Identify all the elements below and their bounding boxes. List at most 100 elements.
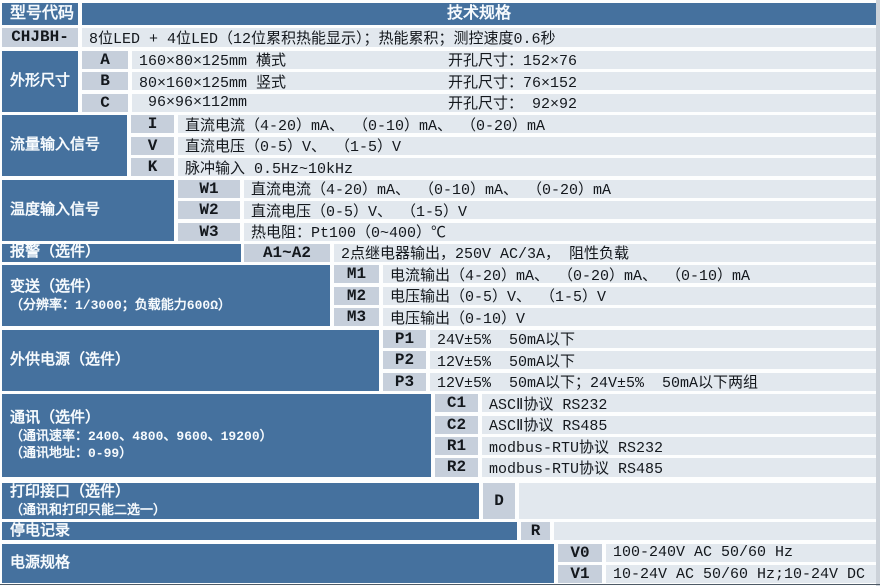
desc-cell-comm-row-2: ASCⅡ协议 RS485 <box>482 415 876 434</box>
desc-comm-row-3-text: modbus-RTU协议 RS232 <box>489 439 664 456</box>
desc-cell-power-fail-record-row-1 <box>554 522 876 541</box>
section-temp-input-label-cell: 温度输入信号 <box>2 179 174 241</box>
section-dimensions-label-line-1: 外形尺寸 <box>10 72 71 90</box>
desc-cell-dimensions-row-2: 80×160×125mm 竖式 开孔尺寸：76×152 <box>132 72 876 91</box>
desc-cell-dimensions-row-3: 96×96×112mm 开孔尺寸： 92×92 <box>132 93 876 112</box>
desc-cell-print-port-row-1 <box>519 482 876 519</box>
header-model-code-cell: 型号代码 <box>2 2 78 25</box>
desc-model-prefix-row-1-text: 8位LED + 4位LED（12位累积热能显示）；热能累积；测控速度0.6秒 <box>89 30 556 48</box>
desc-comm-row-4-text: modbus-RTU协议 RS485 <box>489 460 664 477</box>
code-ext-power-text: P3 <box>394 372 415 391</box>
desc-cell-temp-input-row-2: 直流电压（0-5）V、 （1-5）V <box>244 201 876 220</box>
desc-cell-temp-input-row-1: 直流电流（4-20）mA、 （0-10）mA、 （0-20）mA <box>244 179 876 198</box>
code-cell-M3: M3 <box>334 308 379 327</box>
code-cell-R: R <box>521 522 550 541</box>
code-print-port-text: D <box>494 491 504 510</box>
code-cell-A1-A2: A1~A2 <box>244 243 330 263</box>
desc-temp-input-row-2-text: 直流电压（0-5）V、 （1-5）V <box>251 203 468 220</box>
code-dimensions-text: C <box>100 93 110 112</box>
desc-cell-ext-power-row-3: 12V±5% 50mA以下；24V±5% 50mA以下两组 <box>430 372 876 391</box>
desc-power-spec-row-1-text: 100-240V AC 50/60 Hz <box>613 544 794 562</box>
section-comm-label-line-1: 通讯（选件） <box>10 409 101 427</box>
section-comm-label-cell: 通讯（选件） （通讯速率：2400、4800、9600、19200） （通讯地址：0… <box>2 394 431 477</box>
desc-flow-input-row-1-text: 直流电流（4-20）mA、 （0-10）mA、 （0-20）mA <box>185 117 546 134</box>
desc-transmit-row-1-text: 电流输出（4-20）mA、 （0-20）mA、 （0-10）mA <box>390 267 751 284</box>
desc-dimensions-row-2-hole-size: 开孔尺寸：76×152 <box>448 74 578 91</box>
desc-alarm-row-1-text: 2点继电器输出，250V AC/3A， 阻性负载 <box>341 246 630 263</box>
desc-cell-comm-row-4: modbus-RTU协议 RS485 <box>482 458 876 477</box>
code-transmit-text: M1 <box>346 265 367 284</box>
code-cell-W1: W1 <box>178 179 240 198</box>
desc-dimensions-row-1-text: 160×80×125mm 横式 <box>139 53 287 69</box>
desc-cell-comm-row-1: ASCⅡ协议 RS232 <box>482 394 876 413</box>
desc-comm-row-1-text: ASCⅡ协议 RS232 <box>489 396 608 413</box>
desc-power-spec-row-2-text: 10-24V AC 50/60 Hz;10-24V DC <box>613 565 866 583</box>
code-temp-input-text: W3 <box>199 222 219 241</box>
section-print-port-label-line-2: （通讯和打印只能二选一） <box>10 502 167 518</box>
desc-cell-alarm-row-1: 2点继电器输出，250V AC/3A， 阻性负载 <box>334 243 876 263</box>
code-cell-W2: W2 <box>178 201 240 220</box>
desc-temp-input-row-1-text: 直流电流（4-20）mA、 （0-10）mA、 （0-20）mA <box>251 182 612 198</box>
desc-cell-flow-input-row-1: 直流电流（4-20）mA、 （0-10）mA、 （0-20）mA <box>178 115 876 134</box>
code-comm-text: C2 <box>446 415 467 434</box>
desc-ext-power-row-3-text: 12V±5% 50mA以下；24V±5% 50mA以下两组 <box>437 375 759 391</box>
desc-dimensions-row-3-hole-size: 开孔尺寸： 92×92 <box>448 96 578 112</box>
desc-dimensions-row-3-text: 96×96×112mm <box>139 94 248 112</box>
desc-transmit-row-2-text: 电压输出（0-5）V、 （1-5）V <box>390 289 607 305</box>
table-right-border <box>876 0 880 586</box>
code-cell-B: B <box>82 72 128 91</box>
code-cell-I: I <box>131 115 174 134</box>
desc-cell-power-spec-row-2: 10-24V AC 50/60 Hz;10-24V DC <box>606 565 876 584</box>
code-cell-V1: V1 <box>558 565 602 584</box>
desc-transmit-row-3-text: 电压输出（0-10）V <box>390 310 526 327</box>
code-dimensions-text: A <box>100 50 110 69</box>
code-cell-M1: M1 <box>334 265 379 284</box>
code-cell-K: K <box>131 158 174 177</box>
code-temp-input-text: W1 <box>199 179 219 198</box>
desc-flow-input-row-3-text: 脉冲输入 0.5Hz~10kHz <box>185 160 354 177</box>
code-cell-P1: P1 <box>383 329 426 348</box>
section-model-prefix-label-line-1: CHJBH- <box>11 28 69 47</box>
desc-cell-dimensions-row-1: 160×80×125mm 横式 开孔尺寸：152×76 <box>132 50 876 69</box>
section-comm-label-line-3: （通讯地址：0-99） <box>10 445 133 461</box>
code-transmit-text: M2 <box>346 286 367 305</box>
code-flow-input-text: K <box>147 158 158 177</box>
section-transmit-label-line-2: （分辨率：1/3000；负载能力600Ω） <box>10 297 232 313</box>
section-power-fail-record-label-line-1: 停电记录 <box>10 522 71 540</box>
desc-cell-flow-input-row-3: 脉冲输入 0.5Hz~10kHz <box>178 158 876 177</box>
section-print-port-label-cell: 打印接口（选件） （通讯和打印只能二选一） <box>2 482 479 519</box>
section-flow-input-label-cell: 流量输入信号 <box>2 115 127 177</box>
desc-cell-ext-power-row-1: 24V±5% 50mA以下 <box>430 329 876 348</box>
section-model-prefix-label-cell: CHJBH- <box>2 27 78 48</box>
code-cell-W3: W3 <box>178 222 240 241</box>
code-cell-C2: C2 <box>435 415 478 434</box>
code-comm-text: R2 <box>446 458 467 477</box>
desc-cell-transmit-row-3: 电压输出（0-10）V <box>383 308 876 327</box>
code-comm-text: C1 <box>446 394 467 413</box>
section-comm-label-line-2: （通讯速率：2400、4800、9600、19200） <box>10 428 273 444</box>
code-cell-V0: V0 <box>558 543 602 562</box>
header-tech-spec-label: 技术规格 <box>446 4 511 23</box>
code-cell-A: A <box>82 50 128 69</box>
desc-cell-ext-power-row-2: 12V±5% 50mA以下 <box>430 351 876 370</box>
code-cell-P3: P3 <box>383 372 426 391</box>
section-ext-power-label-cell: 外供电源（选件） <box>2 329 379 391</box>
code-cell-C: C <box>82 93 128 112</box>
code-cell-V: V <box>131 136 174 155</box>
desc-dimensions-row-1-hole-size: 开孔尺寸：152×76 <box>448 53 578 69</box>
desc-cell-power-spec-row-1: 100-240V AC 50/60 Hz <box>606 543 876 562</box>
section-power-spec-label-cell: 电源规格 <box>2 543 554 584</box>
code-flow-input-text: V <box>147 136 158 155</box>
section-power-fail-record-label-cell: 停电记录 <box>2 522 517 541</box>
section-alarm-label-cell: 报警（选件） <box>2 243 241 263</box>
code-power-fail-record-text: R <box>530 522 541 541</box>
desc-cell-temp-input-row-3: 热电阻：Pt100（0~400）℃ <box>244 222 876 241</box>
code-cell-M2: M2 <box>334 286 379 305</box>
section-temp-input-label-line-1: 温度输入信号 <box>10 201 101 219</box>
header-model-code-label: 型号代码 <box>10 4 75 23</box>
header-tech-spec-cell: 技术规格 <box>82 2 876 25</box>
desc-cell-model-prefix-row-1: 8位LED + 4位LED（12位累积热能显示）；热能累积；测控速度0.6秒 <box>82 27 876 48</box>
code-alarm-text: A1~A2 <box>262 243 311 262</box>
code-cell-D: D <box>483 482 515 519</box>
